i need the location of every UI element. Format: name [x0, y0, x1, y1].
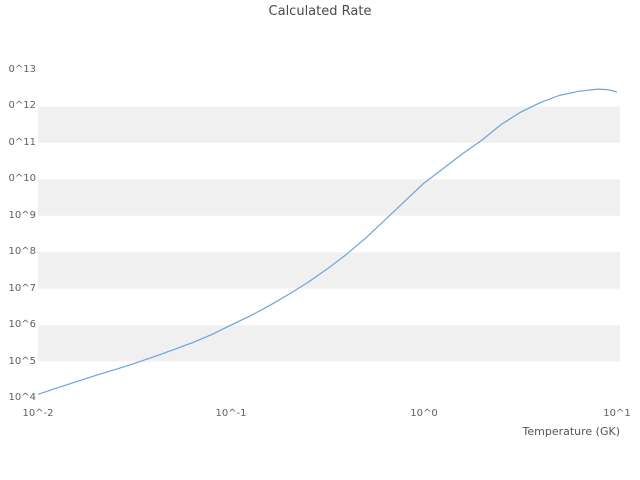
- y-tick-label: 10^9: [8, 209, 36, 221]
- x-tick-label: 10^-1: [215, 408, 247, 419]
- x-tick-label: 10^-2: [22, 408, 54, 419]
- grid-band: [38, 325, 620, 362]
- x-axis-title: Temperature (GK): [522, 425, 621, 438]
- y-tick-label: 10^4: [8, 392, 36, 403]
- y-tick-label: 10^7: [8, 282, 36, 294]
- y-tick-label: 10^5: [8, 355, 36, 367]
- x-tick-label: 10^0: [410, 408, 438, 419]
- grid-band: [38, 179, 620, 216]
- y-tick-label: 0^12: [8, 100, 36, 112]
- y-tick-label: 0^13: [8, 64, 36, 75]
- y-tick-label: 10^6: [8, 319, 36, 331]
- x-tick-label: 10^1: [603, 408, 631, 419]
- grid-band: [38, 252, 620, 289]
- chart-title: Calculated Rate: [268, 4, 372, 19]
- y-tick-label: 0^11: [8, 136, 36, 148]
- y-tick-label: 0^10: [8, 173, 36, 185]
- series-line: [37, 88, 618, 395]
- grid-band: [38, 106, 620, 143]
- y-tick-label: 10^8: [8, 246, 36, 258]
